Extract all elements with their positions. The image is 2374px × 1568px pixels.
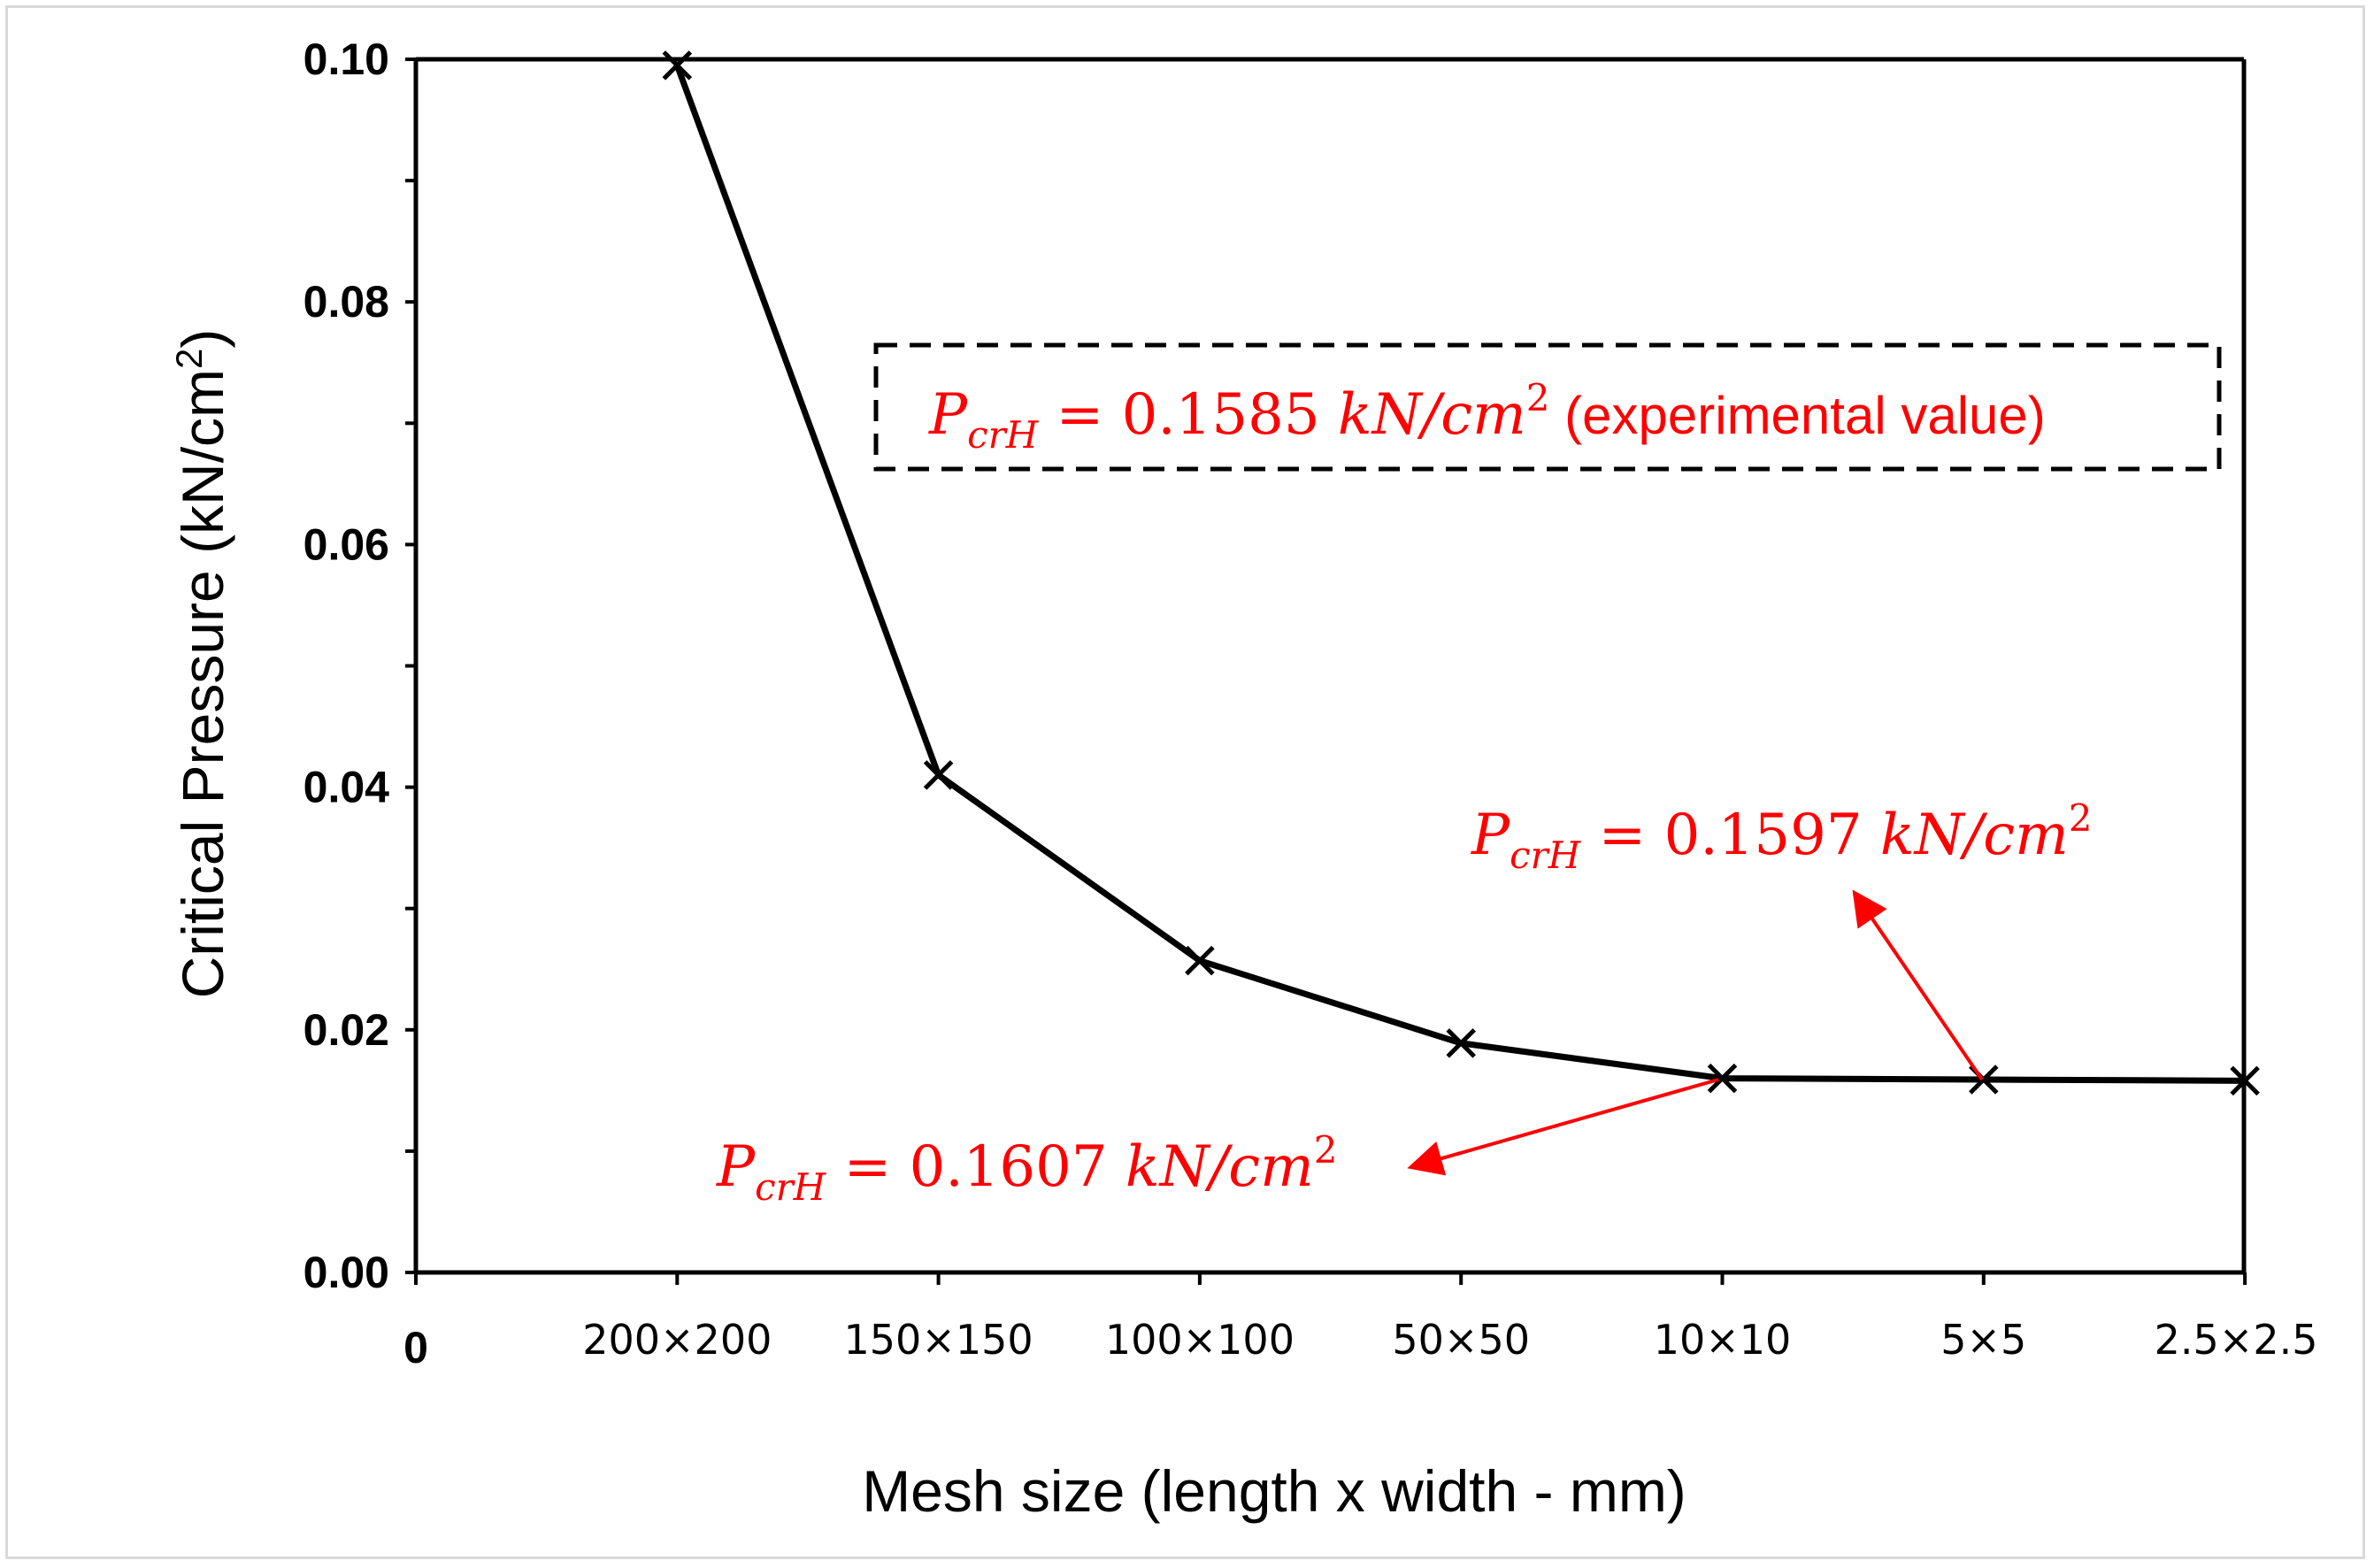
x-tick-label: 200×200: [582, 1316, 772, 1364]
y-axis-title-close: ): [170, 329, 235, 349]
ann-fine-unit: kN/cm: [1880, 803, 2069, 868]
ann-exp-p: P: [928, 382, 968, 448]
data-point-marker-stroke: [662, 50, 693, 81]
data-point-marker-stroke: [1969, 1065, 1999, 1095]
x-tick-label: 5×5: [1940, 1316, 2026, 1364]
x-origin-label: 0: [403, 1323, 428, 1372]
data-point-marker: [923, 760, 954, 790]
ann-coarse-unit: kN/cm: [1126, 1134, 1314, 1200]
data-point-marker: [662, 50, 693, 81]
data-point-marker-stroke: [1446, 1028, 1476, 1058]
coarse-mesh-annotation: PcrH = 0.1607 kN/cm2: [716, 1128, 1338, 1209]
y-tick-label: 0.00: [303, 1248, 389, 1297]
y-axis-title-sup: 2: [168, 349, 210, 369]
y-tick-label: 0.04: [303, 763, 390, 812]
data-point-marker: [1185, 945, 1215, 976]
data-point-marker-stroke: [1707, 1063, 1738, 1094]
x-tick-label: 10×10: [1654, 1316, 1792, 1364]
ann-fine-sup: 2: [2069, 796, 2093, 840]
y-tick-label: 0.06: [303, 519, 389, 569]
x-tick-label: 2.5×2.5: [2155, 1316, 2318, 1364]
ann-fine-eq: = 0.1597: [1580, 803, 1880, 868]
x-ticks: [414, 1272, 2247, 1285]
ann-fine-sub: crH: [1510, 834, 1582, 877]
chart-frame: [5, 5, 2365, 1559]
x-tick-label: 150×150: [844, 1316, 1033, 1364]
y-axis-title: Critical Pressure (kN/cm2): [168, 329, 235, 999]
fine-mesh-arrow: [1852, 889, 1984, 1081]
y-tick-label: 0.10: [303, 35, 389, 84]
series-line: [674, 64, 2246, 1084]
ann-exp-note: (experimental value): [1550, 386, 2046, 445]
y-tick-label: 0.02: [303, 1005, 389, 1055]
data-point-marker: [2230, 1065, 2260, 1096]
ann-coarse-eq: = 0.1607: [826, 1134, 1126, 1200]
ann-fine-p: P: [1471, 803, 1510, 868]
data-point-marker: [1446, 1028, 1476, 1058]
ann-exp-eq: = 0.1585: [1038, 382, 1338, 448]
ann-exp-unit: kN/cm: [1338, 382, 1526, 448]
data-point-marker-stroke: [2230, 1065, 2260, 1096]
ann-exp-sup: 2: [1526, 376, 1550, 419]
ann-coarse-sub: crH: [755, 1165, 827, 1209]
y-tick-label: 0.08: [303, 277, 389, 327]
y-axis-title-main: Critical Pressure (kN/cm: [170, 369, 235, 998]
experimental-value-box: [873, 342, 2222, 472]
y-tick-labels: 0.00 0.02 0.04 0.06 0.08 0.10: [303, 35, 390, 1297]
x-axis-title: Mesh size (length x width - mm): [862, 1458, 1686, 1524]
data-point-marker-stroke: [923, 760, 954, 790]
ann-coarse-sup: 2: [1314, 1128, 1338, 1172]
x-tick-labels: 200×200 150×150 100×100 50×50 10×10 5×5 …: [582, 1316, 2317, 1364]
ann-exp-sub: crH: [967, 413, 1040, 457]
x-tick-label: 50×50: [1392, 1316, 1530, 1364]
data-markers: [662, 50, 2260, 1096]
data-point-marker-stroke: [1185, 945, 1215, 976]
y-ticks: [405, 58, 416, 1274]
data-point-marker: [1707, 1063, 1738, 1094]
fine-mesh-annotation: PcrH = 0.1597 kN/cm2: [1471, 796, 2093, 877]
x-tick-label: 100×100: [1105, 1316, 1295, 1364]
experimental-value-annotation: PcrH = 0.1585 kN/cm2 (experimental value…: [928, 376, 2046, 457]
coarse-mesh-arrow: [1407, 1078, 1719, 1176]
ann-coarse-p: P: [716, 1134, 756, 1200]
